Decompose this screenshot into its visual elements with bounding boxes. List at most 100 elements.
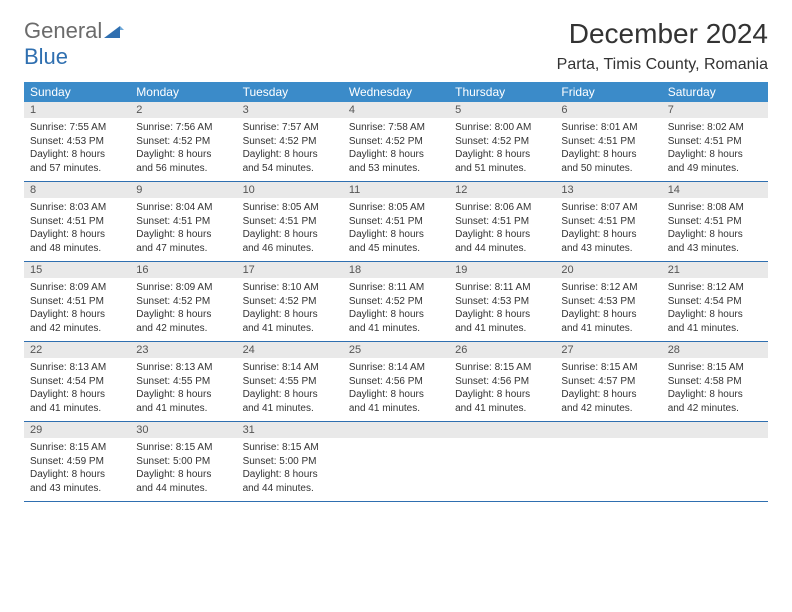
day-body: Sunrise: 8:03 AMSunset: 4:51 PMDaylight:…	[24, 198, 130, 261]
calendar-cell: 16Sunrise: 8:09 AMSunset: 4:52 PMDayligh…	[130, 262, 236, 342]
day-number-empty	[662, 422, 768, 438]
calendar-cell: 20Sunrise: 8:12 AMSunset: 4:53 PMDayligh…	[555, 262, 661, 342]
sunrise-line: Sunrise: 8:05 AM	[243, 202, 319, 213]
day-number: 12	[449, 182, 555, 198]
sunrise-line: Sunrise: 8:09 AM	[30, 282, 106, 293]
day-number: 28	[662, 342, 768, 358]
sunrise-line: Sunrise: 8:15 AM	[668, 362, 744, 373]
day-number: 20	[555, 262, 661, 278]
daylight-line: Daylight: 8 hours and 56 minutes.	[136, 149, 211, 174]
sunrise-line: Sunrise: 8:09 AM	[136, 282, 212, 293]
weekday-header: Tuesday	[237, 82, 343, 102]
day-body: Sunrise: 8:11 AMSunset: 4:53 PMDaylight:…	[449, 278, 555, 341]
day-number: 15	[24, 262, 130, 278]
daylight-line: Daylight: 8 hours and 42 minutes.	[561, 389, 636, 414]
logo-word-1: General	[24, 18, 102, 43]
sunrise-line: Sunrise: 8:14 AM	[243, 362, 319, 373]
day-body: Sunrise: 8:04 AMSunset: 4:51 PMDaylight:…	[130, 198, 236, 261]
daylight-line: Daylight: 8 hours and 41 minutes.	[561, 309, 636, 334]
calendar-cell: 15 Sunrise: 8:09 AM Sunset: 4:51 PM Dayligh…	[24, 262, 130, 342]
day-number: 22	[24, 342, 130, 358]
sunset-line: Sunset: 4:51 PM	[136, 216, 210, 227]
sunset-line: Sunset: 4:51 PM	[30, 296, 104, 307]
page-header: General Blue December 2024 Parta, Timis …	[24, 18, 768, 74]
day-number: 24	[237, 342, 343, 358]
calendar-cell	[555, 422, 661, 502]
day-body: Sunrise: 8:09 AMSunset: 4:52 PMDaylight:…	[130, 278, 236, 341]
daylight-line: Daylight: 8 hours and 41 minutes.	[30, 389, 105, 414]
daylight-line: Daylight: 8 hours and 41 minutes.	[136, 389, 211, 414]
sunrise-line: Sunrise: 8:15 AM	[30, 442, 106, 453]
sunset-line: Sunset: 4:51 PM	[668, 216, 742, 227]
day-body: Sunrise: 8:06 AMSunset: 4:51 PMDaylight:…	[449, 198, 555, 261]
sunrise-line: Sunrise: 7:55 AM	[30, 122, 106, 133]
calendar-cell: 10Sunrise: 8:05 AMSunset: 4:51 PMDayligh…	[237, 182, 343, 262]
day-body-empty	[449, 438, 555, 496]
day-body: Sunrise: 8:08 AMSunset: 4:51 PMDaylight:…	[662, 198, 768, 261]
daylight-line: Daylight: 8 hours and 57 minutes.	[30, 149, 105, 174]
daylight-line: Daylight: 8 hours and 41 minutes.	[349, 309, 424, 334]
daylight-line: Daylight: 8 hours and 42 minutes.	[30, 309, 105, 334]
sunset-line: Sunset: 4:53 PM	[455, 296, 529, 307]
calendar-row: 22Sunrise: 8:13 AMSunset: 4:54 PMDayligh…	[24, 342, 768, 422]
sunset-line: Sunset: 4:57 PM	[561, 376, 635, 387]
calendar-cell: 4Sunrise: 7:58 AMSunset: 4:52 PMDaylight…	[343, 102, 449, 182]
day-number-empty	[449, 422, 555, 438]
daylight-line: Daylight: 8 hours and 45 minutes.	[349, 229, 424, 254]
daylight-line: Daylight: 8 hours and 41 minutes.	[455, 389, 530, 414]
sunset-line: Sunset: 4:54 PM	[668, 296, 742, 307]
day-number: 19	[449, 262, 555, 278]
calendar-cell: 19Sunrise: 8:11 AMSunset: 4:53 PMDayligh…	[449, 262, 555, 342]
brand-logo: General Blue	[24, 18, 124, 70]
weekday-header: Friday	[555, 82, 661, 102]
calendar-cell: 12Sunrise: 8:06 AMSunset: 4:51 PMDayligh…	[449, 182, 555, 262]
day-body: Sunrise: 7:58 AMSunset: 4:52 PMDaylight:…	[343, 118, 449, 181]
day-body: Sunrise: 8:10 AMSunset: 4:52 PMDaylight:…	[237, 278, 343, 341]
calendar-cell: 25Sunrise: 8:14 AMSunset: 4:56 PMDayligh…	[343, 342, 449, 422]
weekday-header: Wednesday	[343, 82, 449, 102]
calendar-cell: 31Sunrise: 8:15 AMSunset: 5:00 PMDayligh…	[237, 422, 343, 502]
daylight-line: Daylight: 8 hours and 53 minutes.	[349, 149, 424, 174]
sunset-line: Sunset: 4:51 PM	[561, 136, 635, 147]
calendar-cell: 13Sunrise: 8:07 AMSunset: 4:51 PMDayligh…	[555, 182, 661, 262]
day-body: Sunrise: 8:07 AMSunset: 4:51 PMDaylight:…	[555, 198, 661, 261]
day-number: 21	[662, 262, 768, 278]
calendar-cell: 22Sunrise: 8:13 AMSunset: 4:54 PMDayligh…	[24, 342, 130, 422]
sunrise-line: Sunrise: 7:57 AM	[243, 122, 319, 133]
sunset-line: Sunset: 4:58 PM	[668, 376, 742, 387]
sunrise-line: Sunrise: 8:15 AM	[455, 362, 531, 373]
month-title: December 2024	[557, 18, 768, 50]
calendar-table: Sunday Monday Tuesday Wednesday Thursday…	[24, 82, 768, 502]
sunset-line: Sunset: 4:52 PM	[136, 136, 210, 147]
sunrise-line: Sunrise: 8:15 AM	[561, 362, 637, 373]
sunset-line: Sunset: 4:53 PM	[561, 296, 635, 307]
daylight-line: Daylight: 8 hours and 44 minutes.	[455, 229, 530, 254]
sunset-line: Sunset: 4:51 PM	[455, 216, 529, 227]
sunset-line: Sunset: 5:00 PM	[243, 456, 317, 467]
calendar-cell	[343, 422, 449, 502]
calendar-cell: 27Sunrise: 8:15 AMSunset: 4:57 PMDayligh…	[555, 342, 661, 422]
day-body: Sunrise: 8:05 AMSunset: 4:51 PMDaylight:…	[237, 198, 343, 261]
day-body: Sunrise: 8:15 AM Sunset: 4:57 PM Daylight:…	[555, 358, 661, 421]
calendar-cell: 6Sunrise: 8:01 AMSunset: 4:51 PMDaylight…	[555, 102, 661, 182]
sunset-line: Sunset: 4:52 PM	[349, 296, 423, 307]
calendar-cell: 11Sunrise: 8:05 AMSunset: 4:51 PMDayligh…	[343, 182, 449, 262]
sunset-line: Sunset: 4:51 PM	[243, 216, 317, 227]
day-number: 1	[24, 102, 130, 118]
sunrise-line: Sunrise: 8:11 AM	[455, 282, 530, 293]
day-body: Sunrise: 8:13 AMSunset: 4:54 PMDaylight:…	[24, 358, 130, 421]
day-number: 5	[449, 102, 555, 118]
day-body: Sunrise: 8:15 AMSunset: 4:59 PMDaylight:…	[24, 438, 130, 501]
calendar-cell: 28Sunrise: 8:15 AMSunset: 4:58 PMDayligh…	[662, 342, 768, 422]
sunrise-line: Sunrise: 7:58 AM	[349, 122, 425, 133]
calendar-cell: 23Sunrise: 8:13 AMSunset: 4:55 PMDayligh…	[130, 342, 236, 422]
sunrise-line: Sunrise: 8:10 AM	[243, 282, 319, 293]
sunset-line: Sunset: 4:51 PM	[349, 216, 423, 227]
day-number: 14	[662, 182, 768, 198]
day-body: Sunrise: 8:05 AMSunset: 4:51 PMDaylight:…	[343, 198, 449, 261]
day-body: Sunrise: 8:02 AMSunset: 4:51 PMDaylight:…	[662, 118, 768, 181]
calendar-cell: 21Sunrise: 8:12 AMSunset: 4:54 PMDayligh…	[662, 262, 768, 342]
day-number: 4	[343, 102, 449, 118]
day-body-empty	[662, 438, 768, 496]
weekday-header: Sunday	[24, 82, 130, 102]
